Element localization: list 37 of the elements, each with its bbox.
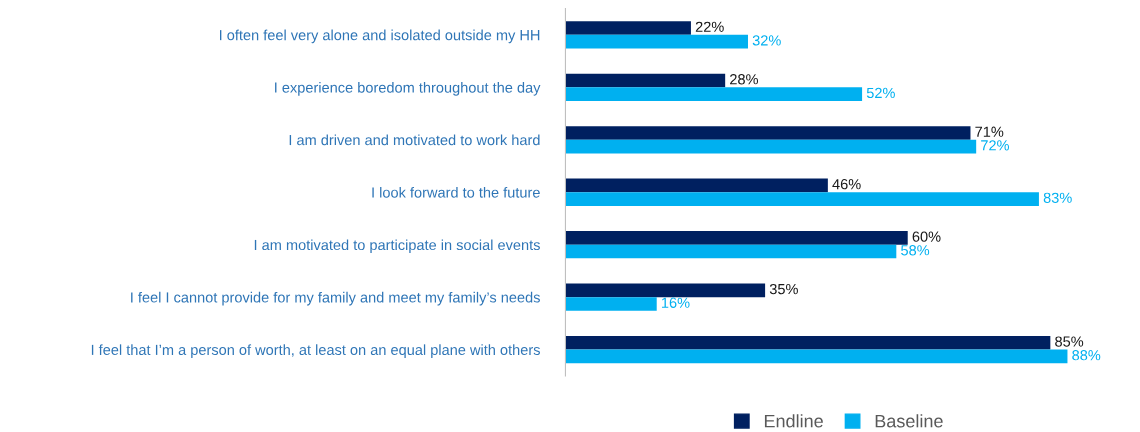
data-label: 52% [866, 87, 895, 99]
y-tick-label: I am motivated to participate in social events [254, 239, 540, 254]
bar [565, 244, 897, 259]
y-tick-label: I often feel very alone and isolated outside my HH [219, 29, 540, 44]
data-label: 28% [730, 74, 759, 85]
y-tick-label: I experience boredom throughout the day [275, 82, 541, 96]
legend-label: Baseline [875, 414, 943, 428]
data-label: 71% [975, 126, 1004, 137]
data-label: 46% [832, 179, 861, 190]
y-tick-label: I look forward to the future [372, 186, 540, 198]
bar [565, 231, 908, 245]
y-tick-label: I feel I cannot provide for my family and meet my family’s needs [131, 291, 540, 306]
y-tick-label: I feel that I’m a person of worth, at least on an equal plane with others [91, 344, 540, 358]
bar [565, 126, 971, 140]
y-tick-label: I am driven and motivated to work hard [289, 134, 540, 146]
bar [565, 73, 726, 88]
data-label: 58% [901, 245, 930, 256]
data-label: 16% [661, 297, 690, 308]
bar [565, 34, 748, 49]
bar [565, 139, 977, 154]
data-label: 83% [1043, 192, 1072, 203]
data-label: 22% [695, 21, 724, 32]
bar [565, 349, 1068, 364]
bar [565, 178, 828, 193]
data-label: 72% [981, 140, 1010, 151]
bar [565, 335, 1051, 350]
data-label: 35% [769, 283, 798, 295]
bar [565, 192, 1039, 206]
data-label: 60% [912, 231, 941, 242]
data-label: 32% [752, 35, 781, 46]
bar [565, 297, 657, 311]
bar [565, 21, 691, 35]
data-label: 85% [1055, 336, 1084, 347]
bar [565, 87, 863, 101]
legend-label: Endline [764, 414, 823, 428]
bar [565, 283, 766, 298]
data-label: 88% [1072, 350, 1101, 361]
